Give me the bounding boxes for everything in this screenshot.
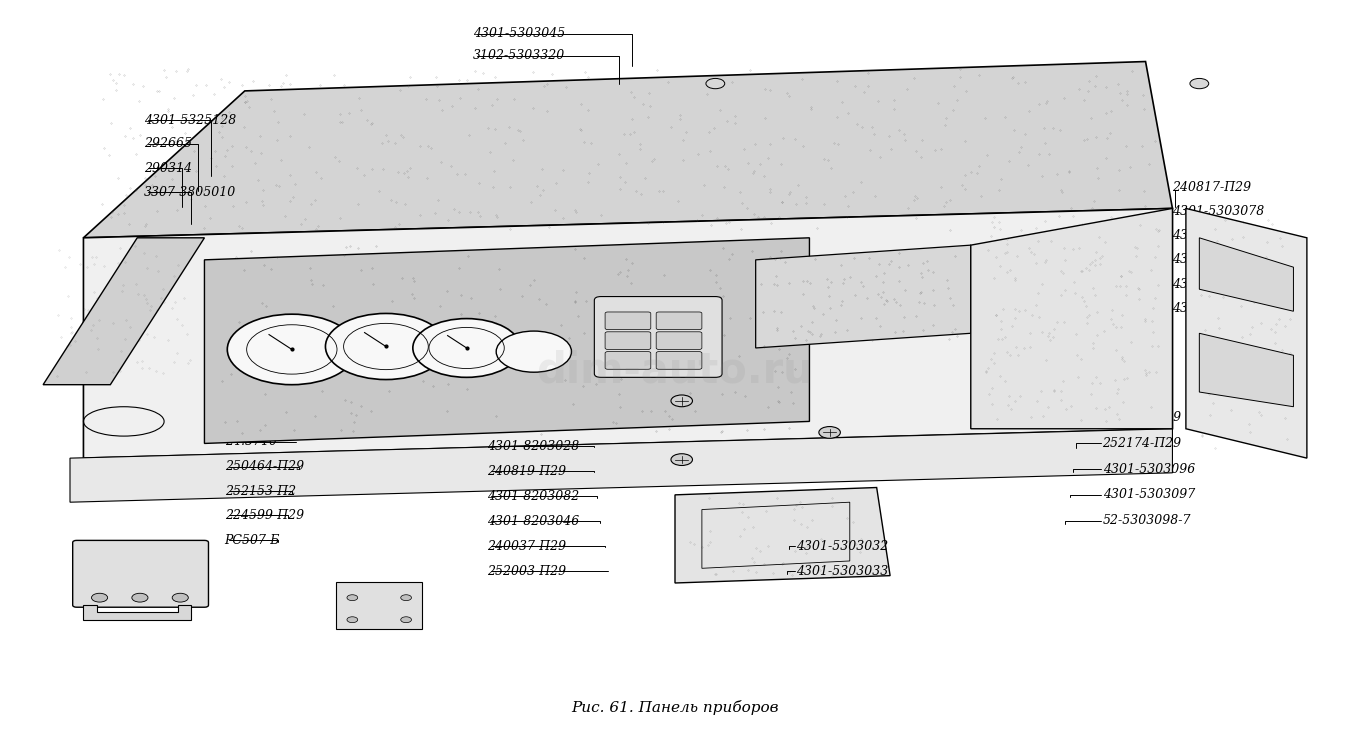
Circle shape [401, 595, 412, 601]
Polygon shape [70, 428, 1172, 502]
FancyBboxPatch shape [336, 582, 423, 628]
FancyBboxPatch shape [73, 540, 208, 608]
Text: 292665: 292665 [144, 138, 192, 150]
Text: dim-auto.ru: dim-auto.ru [536, 349, 813, 391]
Polygon shape [1199, 333, 1293, 407]
FancyBboxPatch shape [605, 352, 651, 369]
FancyBboxPatch shape [594, 297, 722, 377]
Text: 3307-3805010: 3307-3805010 [144, 186, 236, 199]
Polygon shape [43, 238, 204, 385]
Text: 4301-5303033: 4301-5303033 [796, 565, 888, 578]
Text: 4301-5303096: 4301-5303096 [1103, 462, 1195, 476]
Polygon shape [84, 61, 1172, 238]
Text: 4301-8203082: 4301-8203082 [487, 490, 579, 502]
Circle shape [671, 454, 693, 465]
Text: 240822-П29: 240822-П29 [487, 390, 566, 403]
Polygon shape [1199, 238, 1293, 312]
Text: РС507-Б: РС507-Б [224, 534, 279, 547]
Text: 4301-5303028: 4301-5303028 [1172, 278, 1265, 291]
FancyBboxPatch shape [656, 312, 702, 329]
FancyBboxPatch shape [656, 352, 702, 369]
Text: 52-8101164: 52-8101164 [224, 411, 301, 424]
Circle shape [132, 593, 148, 602]
Circle shape [1189, 78, 1208, 89]
Polygon shape [204, 238, 810, 443]
Circle shape [347, 616, 358, 622]
Circle shape [92, 593, 108, 602]
Text: 4301-5303108: 4301-5303108 [1172, 253, 1265, 266]
Text: 24.3710: 24.3710 [224, 435, 277, 448]
Text: 4301-8203028: 4301-8203028 [487, 440, 579, 453]
Text: Рис. 61. Панель приборов: Рис. 61. Панель приборов [571, 700, 779, 716]
Circle shape [706, 78, 725, 89]
Text: 224622-П29: 224622-П29 [1103, 411, 1181, 424]
Text: 4301-5325128: 4301-5325128 [144, 114, 236, 127]
Text: 252003-П29: 252003-П29 [487, 565, 566, 578]
Polygon shape [756, 245, 971, 348]
Text: 4301-5303097: 4301-5303097 [1103, 488, 1195, 502]
Polygon shape [675, 488, 890, 583]
Polygon shape [1185, 209, 1307, 458]
Text: 252035-П29: 252035-П29 [487, 365, 566, 378]
Text: ПР121: ПР121 [524, 340, 567, 353]
Text: 252174-П29: 252174-П29 [1103, 437, 1181, 450]
Text: 3307-5325280: 3307-5325280 [487, 415, 579, 428]
Text: 290314: 290314 [144, 161, 192, 175]
Text: 240817-П29: 240817-П29 [1172, 181, 1251, 195]
Text: 240819-П29: 240819-П29 [487, 465, 566, 478]
Text: 4301-8203046: 4301-8203046 [487, 515, 579, 528]
Polygon shape [971, 209, 1172, 428]
Text: 52-5303098-7: 52-5303098-7 [1103, 514, 1191, 527]
Text: 4301-5303045: 4301-5303045 [474, 27, 566, 40]
Text: 4301-5303016: 4301-5303016 [1172, 302, 1265, 314]
FancyBboxPatch shape [605, 332, 651, 349]
FancyBboxPatch shape [605, 312, 651, 329]
Text: 224599-П29: 224599-П29 [224, 509, 304, 522]
Text: 4301-5303076: 4301-5303076 [1172, 229, 1265, 242]
Circle shape [413, 319, 520, 377]
Circle shape [325, 314, 447, 380]
Text: 250464-П29: 250464-П29 [224, 460, 304, 474]
FancyBboxPatch shape [656, 332, 702, 349]
Text: 4301-5303032: 4301-5303032 [796, 539, 888, 553]
Circle shape [173, 593, 188, 602]
Polygon shape [84, 605, 190, 619]
Circle shape [819, 426, 840, 438]
Circle shape [347, 595, 358, 601]
Circle shape [227, 314, 356, 385]
Circle shape [401, 616, 412, 622]
Text: 3102-5303320: 3102-5303320 [474, 49, 566, 62]
Text: 4301-5303078: 4301-5303078 [1172, 205, 1265, 218]
Polygon shape [84, 209, 1172, 458]
Text: 240037-П29: 240037-П29 [487, 539, 566, 553]
Circle shape [497, 331, 571, 372]
Circle shape [671, 395, 693, 407]
Text: 252153-П2: 252153-П2 [224, 485, 296, 498]
